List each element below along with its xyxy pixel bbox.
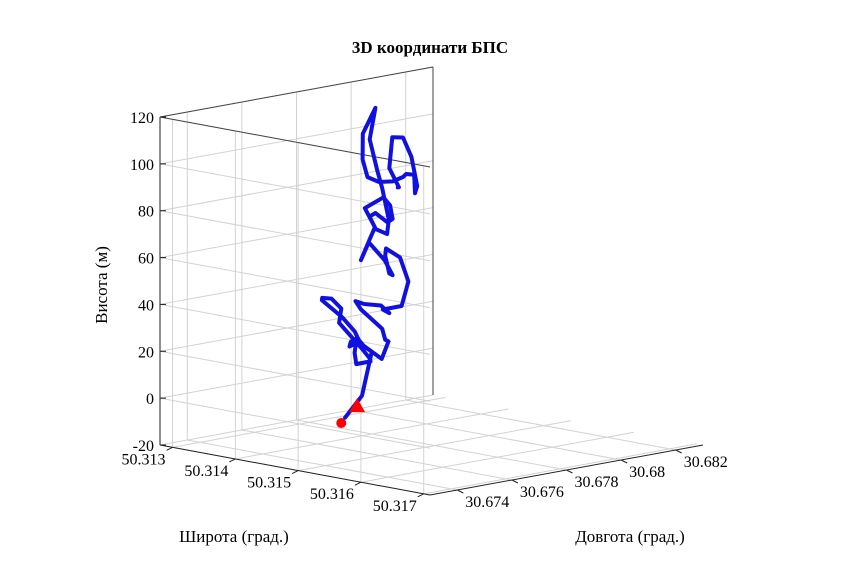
z-tick-label: 40 [138,297,154,314]
x-tick-label: 30.674 [465,494,509,511]
y-tick-label: 50.316 [310,486,354,503]
grid-line [159,397,431,449]
x-tick [457,489,464,494]
box-edge [159,116,431,168]
grid-line [235,408,509,460]
end-marker [349,398,366,413]
y-axis-label: Широта (град.) [179,527,289,546]
grid-line [360,431,635,483]
y-axis-line [159,444,431,496]
grid-line [159,347,434,399]
grid-line [351,409,622,461]
z-tick-label: 100 [130,157,154,174]
y-tick [229,458,236,463]
z-tick-label: 120 [130,110,154,127]
start-marker [336,417,347,428]
grid-line [159,160,434,212]
grid-line [241,429,512,481]
grid-line [187,439,458,491]
trajectory-line [319,105,420,420]
y-tick-label: 50.317 [373,498,417,515]
x-tick [620,459,628,464]
grid-line [159,394,434,446]
x-axis-label: Довгота (град.) [575,527,685,546]
box-edge [159,66,434,118]
grid-line [405,399,676,451]
x-tick-label: 30.682 [684,454,728,471]
z-tick-label: 80 [138,204,154,221]
z-axis-label: Висота (м) [92,246,111,324]
x-tick-label: 30.678 [575,474,619,491]
chart-title: 3D координати БПС [352,38,508,57]
grid-line [159,113,434,165]
grid-line [172,396,446,448]
x-tick [566,469,573,474]
y-tick-label: 50.314 [184,463,228,480]
x-tick-label: 30.676 [520,484,564,501]
x-tick-label: 30.68 [629,464,665,481]
x-tick [511,479,519,484]
grid-line [298,420,572,472]
z-tick-label: 60 [138,251,154,268]
y-tick [417,493,424,498]
z-tick-label: -20 [133,438,154,455]
grid-line [423,443,697,495]
y-tick [166,446,173,451]
z-tick-label: 20 [138,344,154,361]
y-tick [354,481,362,486]
x-tick [675,449,682,454]
y-tick-label: 50.313 [122,451,166,468]
y-tick [291,470,299,475]
grid-line [159,257,431,309]
y-tick-label: 50.315 [247,475,291,492]
z-tick-label: 0 [146,391,154,408]
grid-line [296,419,567,471]
grid-line [159,350,431,402]
